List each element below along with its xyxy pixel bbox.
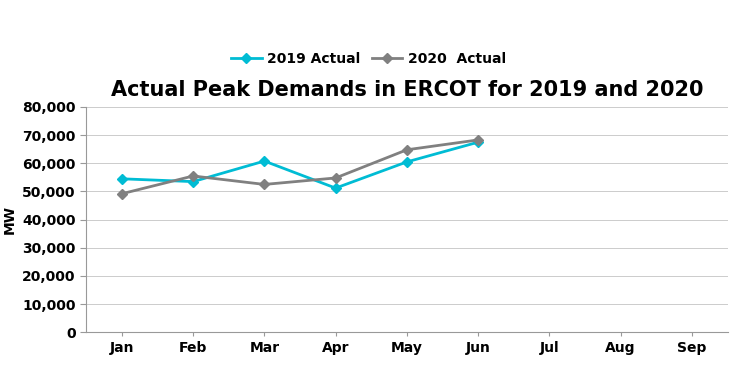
- 2019 Actual: [332, 186, 340, 190]
- 2019 Actual: [402, 160, 411, 164]
- 2020  Actual: [402, 147, 411, 152]
- 2020  Actual: [474, 138, 483, 142]
- 2020  Actual: [260, 182, 268, 187]
- 2019 Actual: [474, 140, 483, 144]
- 2020  Actual: [189, 174, 198, 178]
- Y-axis label: MW: MW: [3, 205, 16, 234]
- Legend: 2019 Actual, 2020  Actual: 2019 Actual, 2020 Actual: [226, 46, 512, 71]
- 2019 Actual: [117, 176, 126, 181]
- Line: 2019 Actual: 2019 Actual: [118, 139, 482, 191]
- 2019 Actual: [260, 159, 268, 163]
- Title: Actual Peak Demands in ERCOT for 2019 and 2020: Actual Peak Demands in ERCOT for 2019 an…: [111, 80, 704, 100]
- Line: 2020  Actual: 2020 Actual: [118, 136, 482, 197]
- 2020  Actual: [332, 176, 340, 180]
- 2020  Actual: [117, 191, 126, 196]
- 2019 Actual: [189, 179, 198, 184]
